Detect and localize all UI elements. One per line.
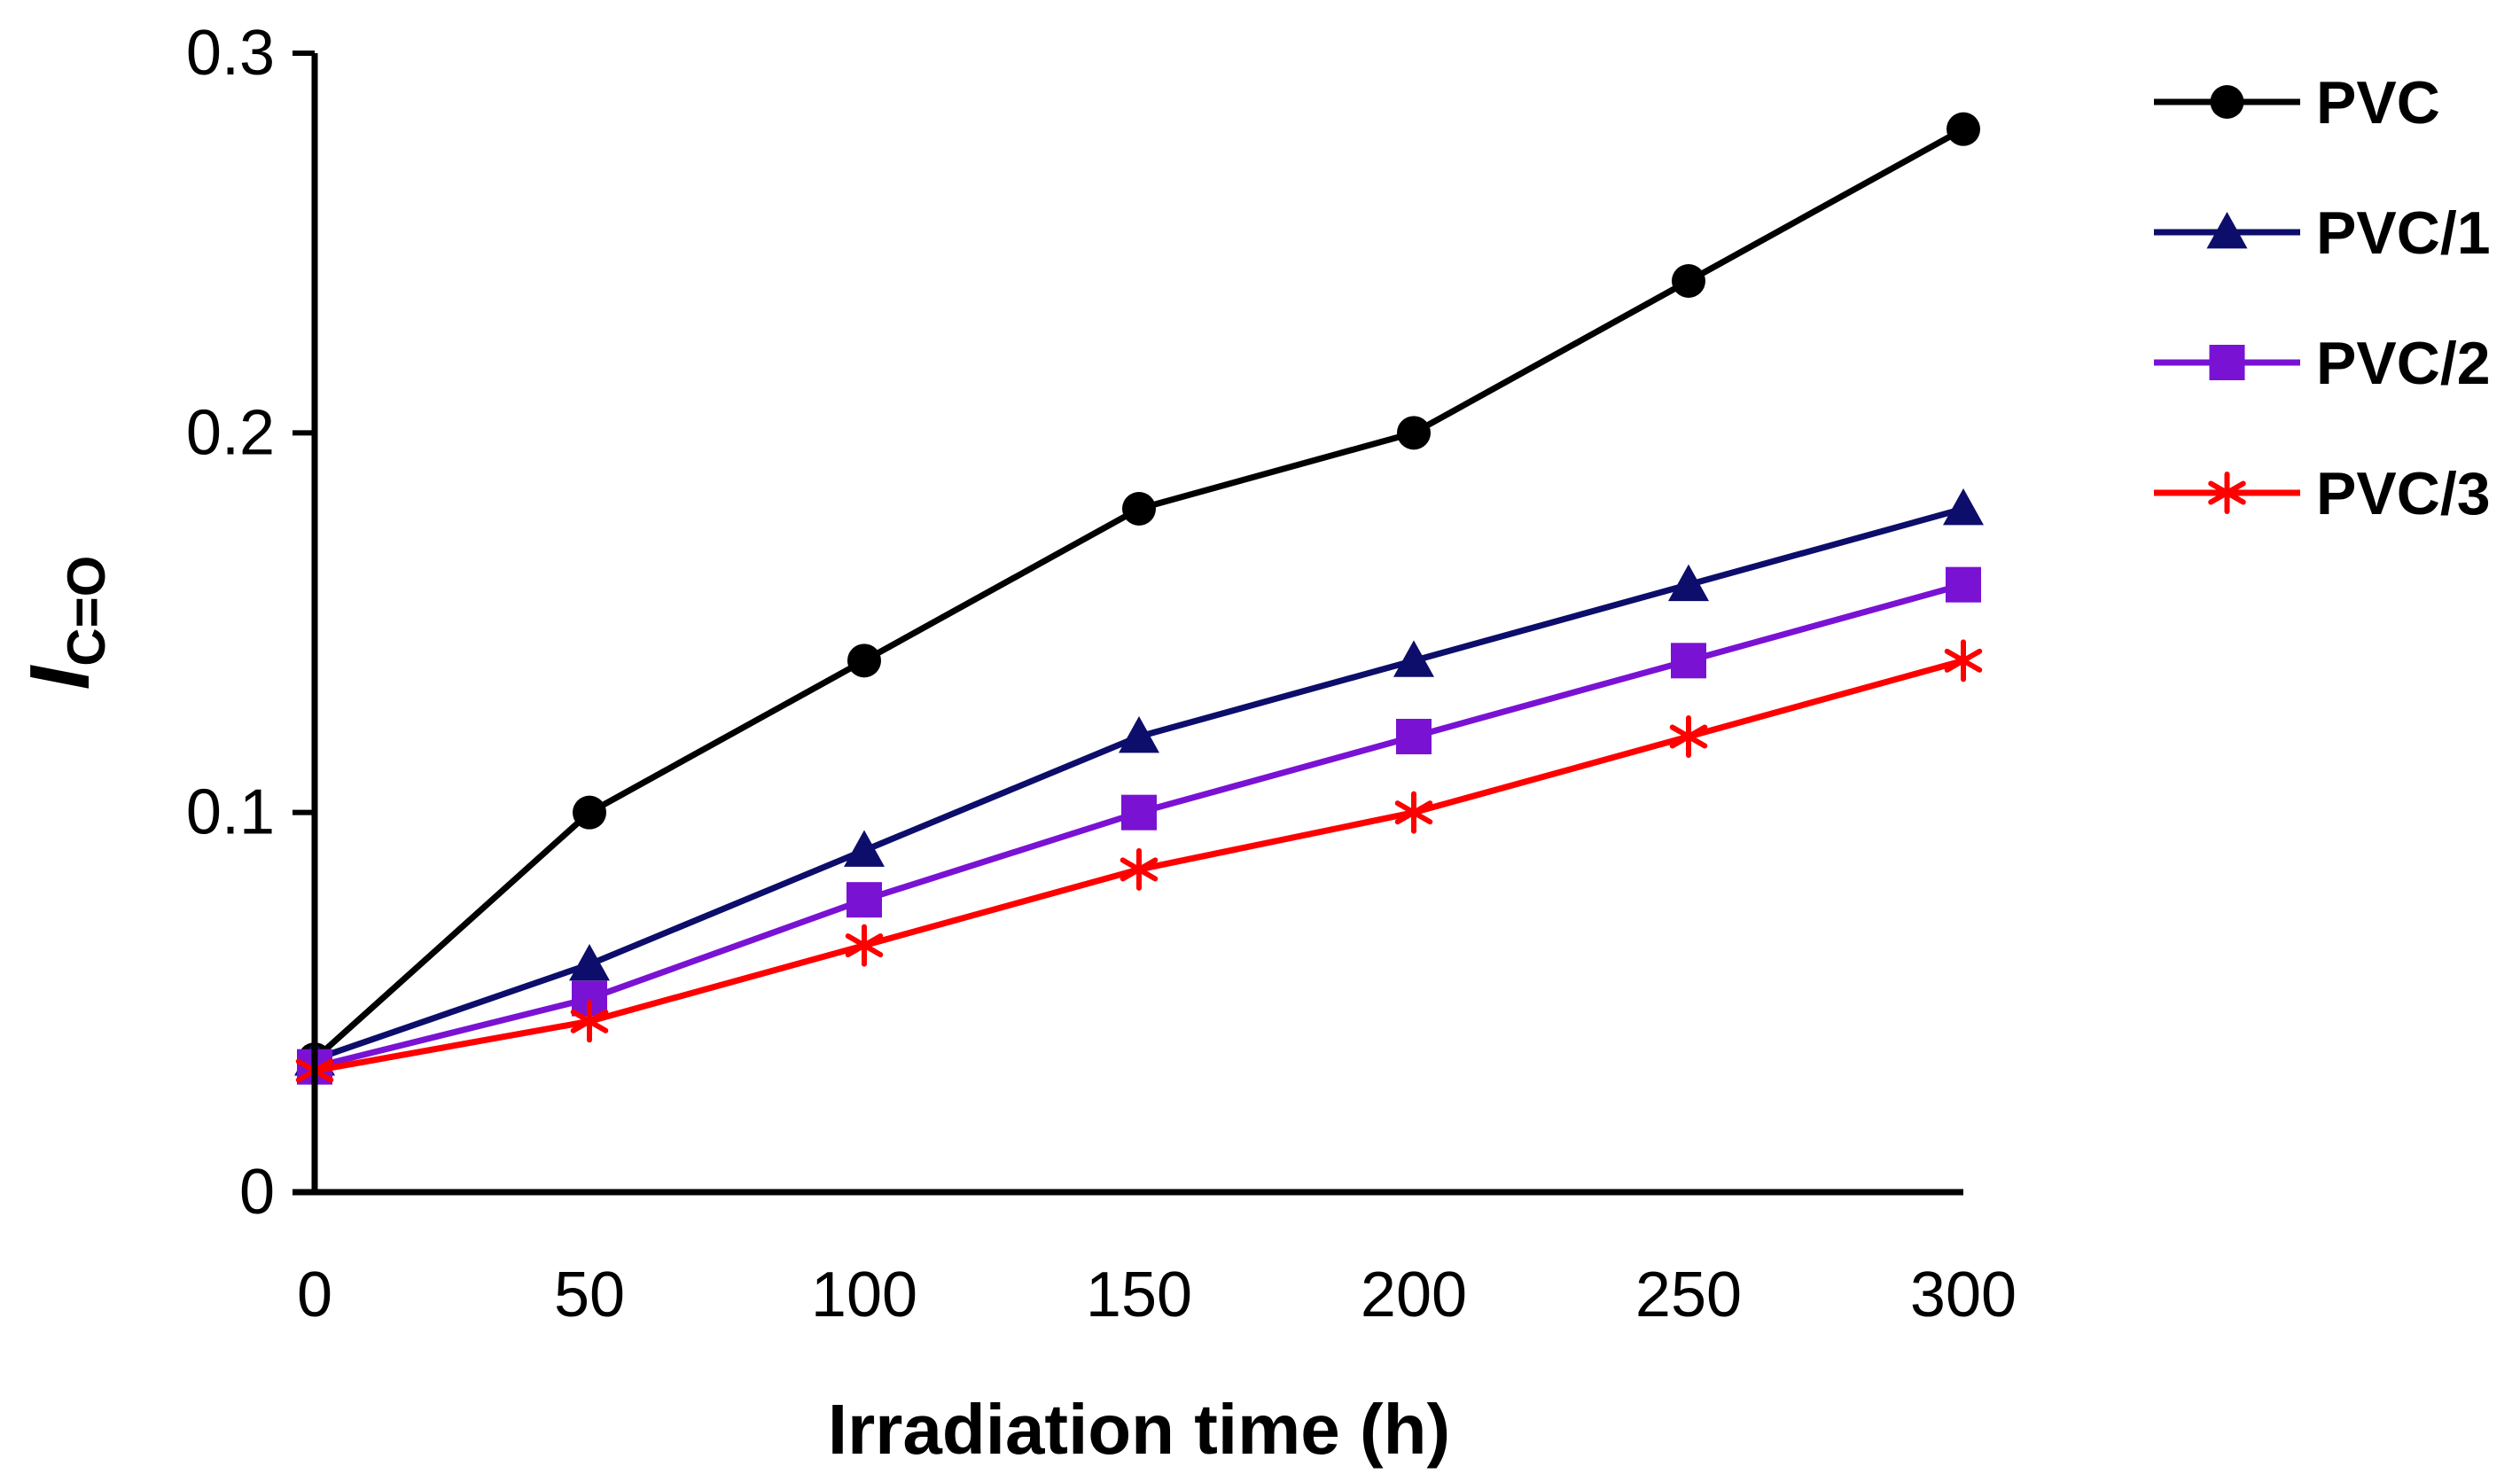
data-point xyxy=(1393,640,1434,677)
data-point xyxy=(1120,847,1159,891)
series-pvc-1 xyxy=(294,488,1984,1076)
data-point xyxy=(1671,643,1706,679)
y-axis-title-sub: C=O xyxy=(57,556,116,667)
legend-label: PVC/2 xyxy=(2316,330,2491,397)
data-point xyxy=(1947,112,1980,146)
x-tick-label: 150 xyxy=(1086,1260,1192,1330)
data-point xyxy=(1943,488,1984,526)
data-point xyxy=(1122,492,1156,526)
series-pvc xyxy=(298,112,1980,1077)
y-tick-label: 0.2 xyxy=(186,397,275,468)
tick-labels: 0 0.1 0.2 0.3 0 50 100 150 200 250 300 xyxy=(186,18,2017,1330)
y-tick-label: 0.1 xyxy=(186,777,275,848)
data-point xyxy=(844,830,885,867)
legend-marker xyxy=(2208,472,2246,514)
legend-item: PVC/3 xyxy=(2154,460,2491,527)
x-tick-label: 200 xyxy=(1361,1260,1467,1330)
y-axis-title-main: I xyxy=(12,664,107,690)
x-tick-label: 50 xyxy=(554,1260,625,1330)
series-line xyxy=(312,126,1965,1062)
y-tick-label: 0 xyxy=(239,1157,275,1228)
series-pvc-2 xyxy=(297,566,1981,1085)
data-point xyxy=(847,644,881,678)
y-tick-label: 0.3 xyxy=(186,18,275,89)
series-line xyxy=(313,505,1964,1063)
data-point xyxy=(1668,564,1709,602)
x-tick-label: 300 xyxy=(1910,1260,2017,1330)
series-layer xyxy=(294,112,1984,1092)
data-point xyxy=(1669,715,1708,758)
axes xyxy=(293,51,1963,1196)
legend-label: PVC/1 xyxy=(2316,199,2491,267)
data-point xyxy=(1394,791,1433,834)
legend-marker xyxy=(2206,212,2248,249)
data-point xyxy=(1946,566,1981,603)
series-pvc-3 xyxy=(295,639,1983,1092)
legend-marker xyxy=(2209,345,2245,380)
data-point xyxy=(570,1000,609,1043)
x-tick-label: 100 xyxy=(811,1260,917,1330)
data-point xyxy=(1396,719,1432,754)
x-tick-label: 250 xyxy=(1635,1260,1742,1330)
data-point xyxy=(569,944,610,981)
y-axis-title: IC=O xyxy=(12,556,116,690)
data-point xyxy=(845,924,884,967)
data-point xyxy=(573,795,606,830)
legend-marker xyxy=(2210,85,2244,119)
data-point xyxy=(847,882,882,918)
legend-label: PVC/3 xyxy=(2316,460,2491,527)
legend-label: PVC xyxy=(2316,69,2440,136)
legend-item: PVC xyxy=(2154,69,2440,136)
legend-item: PVC/2 xyxy=(2154,330,2491,397)
x-axis-title: Irradiation time (h) xyxy=(828,1390,1450,1469)
data-point xyxy=(1121,794,1157,831)
legend-item: PVC/1 xyxy=(2154,199,2491,267)
data-point xyxy=(1672,264,1705,298)
data-point xyxy=(1397,416,1431,450)
data-point xyxy=(1944,639,1983,682)
x-tick-label: 0 xyxy=(297,1260,332,1330)
legend: PVC PVC/1 PVC/2 PVC/3 xyxy=(2154,69,2491,527)
data-point xyxy=(1119,716,1159,753)
